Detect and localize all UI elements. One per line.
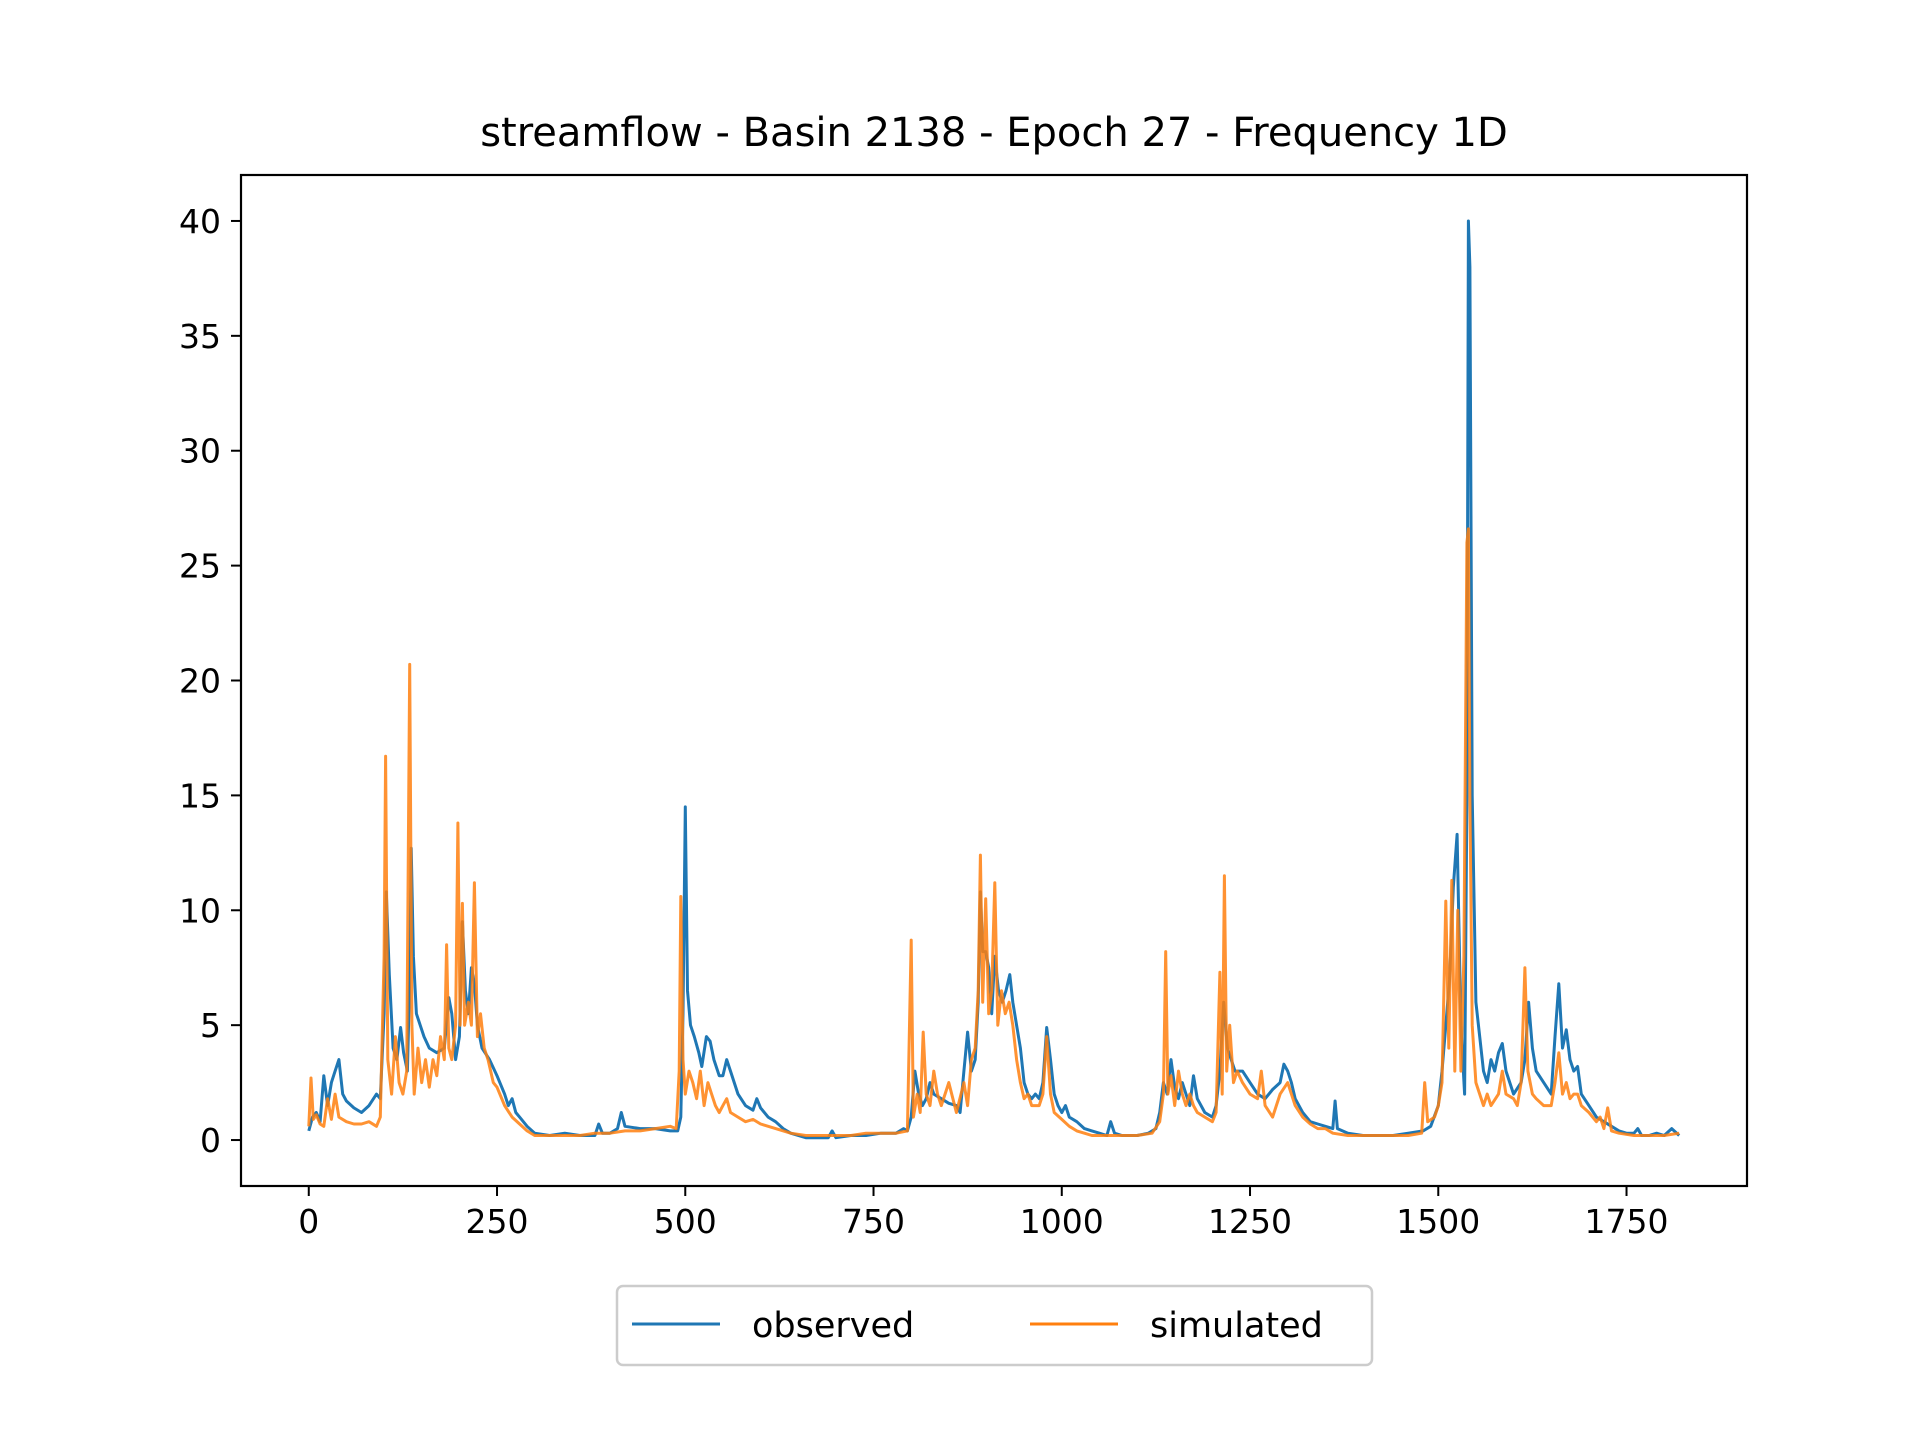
y-tick-label: 25 [179,547,221,586]
series-layer [307,219,1681,1140]
chart-title: streamflow - Basin 2138 - Epoch 27 - Fre… [480,110,1508,156]
x-tick-label: 1000 [1020,1202,1104,1241]
y-tick-label: 0 [200,1121,221,1160]
y-axis: 0 5 10 15 20 25 30 35 40 [179,202,241,1160]
legend-label-simulated: simulated [1150,1306,1323,1346]
y-tick-label: 35 [179,317,221,356]
series-line-simulated [307,527,1680,1137]
y-tick-label: 5 [200,1006,221,1045]
y-tick-label: 15 [179,776,221,815]
x-tick-label: 750 [842,1202,905,1241]
y-tick-label: 40 [179,202,221,241]
legend-frame [615,1284,1374,1367]
x-tick-label: 1500 [1396,1202,1480,1241]
y-tick-label: 30 [179,432,221,471]
x-tick-label: 500 [654,1202,717,1241]
y-tick-label: 10 [179,891,221,930]
legend-label-observed: observed [752,1306,914,1346]
x-tick-label: 1250 [1208,1202,1292,1241]
x-tick-label: 250 [466,1202,529,1241]
legend: observed simulated [615,1284,1374,1367]
y-tick-label: 20 [179,662,221,701]
x-tick-label: 1750 [1585,1202,1669,1241]
x-axis: 0 250 500 750 1000 1250 1500 1750 [298,1186,1669,1241]
x-tick-label: 0 [298,1202,319,1241]
